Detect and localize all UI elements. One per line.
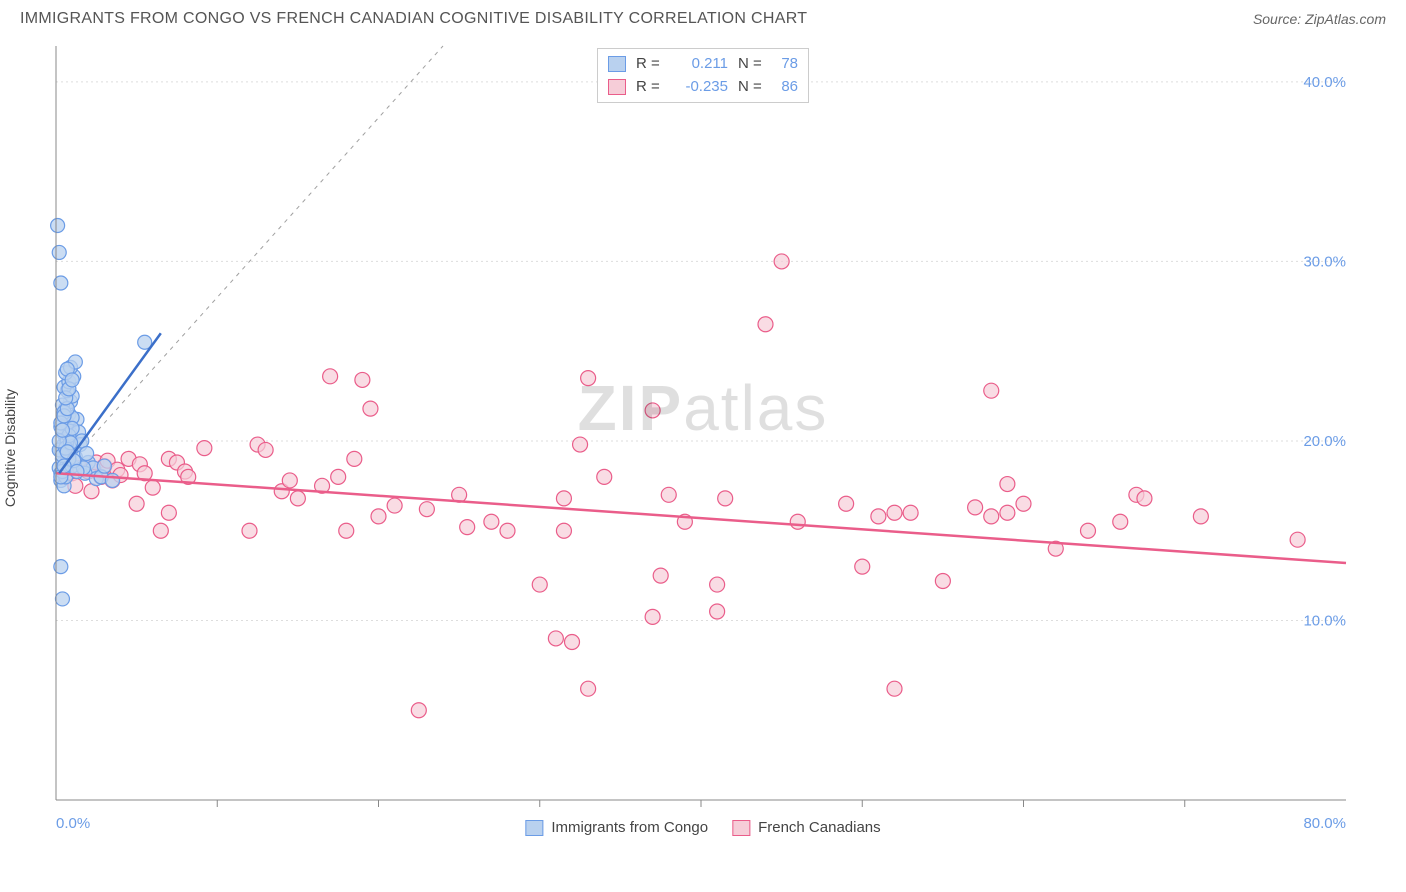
legend-label-pink: French Canadians xyxy=(758,819,881,836)
legend-item-pink: French Canadians xyxy=(732,819,881,836)
svg-text:40.0%: 40.0% xyxy=(1303,74,1346,91)
chart-header: IMMIGRANTS FROM CONGO VS FRENCH CANADIAN… xyxy=(0,0,1406,36)
svg-text:0.0%: 0.0% xyxy=(56,815,90,832)
svg-text:80.0%: 80.0% xyxy=(1303,815,1346,832)
source-attribution: Source: ZipAtlas.com xyxy=(1253,11,1386,27)
chart-container: Cognitive Disability 10.0%20.0%30.0%40.0… xyxy=(16,40,1390,840)
series-legend: Immigrants from Congo French Canadians xyxy=(525,819,880,836)
scatter-chart: 10.0% 20.0% 30.0% 40.0% 0.0% 80.0% xyxy=(16,40,1366,840)
svg-text:30.0%: 30.0% xyxy=(1303,253,1346,270)
legend-label-blue: Immigrants from Congo xyxy=(551,819,708,836)
chart-title: IMMIGRANTS FROM CONGO VS FRENCH CANADIAN… xyxy=(20,10,807,28)
r-value-pink: -0.235 xyxy=(672,76,728,99)
legend-item-blue: Immigrants from Congo xyxy=(525,819,708,836)
legend-row-blue: R = 0.211 N = 78 xyxy=(608,53,798,76)
correlation-legend: R = 0.211 N = 78 R = -0.235 N = 86 xyxy=(597,48,809,103)
legend-swatch-blue-icon xyxy=(525,820,543,836)
r-value-blue: 0.211 xyxy=(672,53,728,76)
legend-swatch-blue xyxy=(608,56,626,72)
n-value-blue: 78 xyxy=(774,53,798,76)
svg-text:10.0%: 10.0% xyxy=(1303,612,1346,629)
n-value-pink: 86 xyxy=(774,76,798,99)
legend-swatch-pink-icon xyxy=(732,820,750,836)
source-link[interactable]: ZipAtlas.com xyxy=(1305,11,1386,27)
svg-text:20.0%: 20.0% xyxy=(1303,433,1346,450)
legend-swatch-pink xyxy=(608,79,626,95)
legend-row-pink: R = -0.235 N = 86 xyxy=(608,76,798,99)
y-axis-label: Cognitive Disability xyxy=(2,389,18,507)
